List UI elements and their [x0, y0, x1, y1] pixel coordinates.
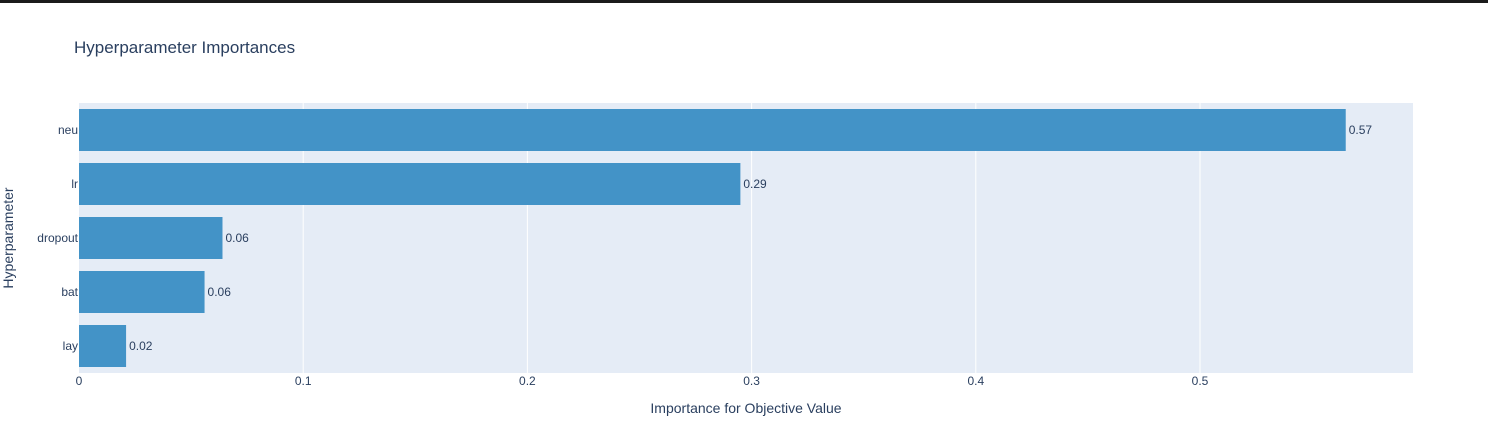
data-label: 0.29 [743, 177, 767, 191]
data-label: 0.06 [208, 285, 232, 299]
x-tick-label: 0.3 [743, 374, 760, 388]
x-tick-label: 0.5 [1192, 374, 1209, 388]
bar-dropout [79, 217, 223, 259]
data-labels: 0.57 0.29 0.06 0.06 0.02 [129, 123, 1372, 353]
data-label: 0.57 [1349, 123, 1373, 137]
y-axis-title: Hyperparameter [0, 187, 16, 288]
data-label: 0.06 [225, 231, 249, 245]
y-tick-label: lr [71, 177, 78, 191]
top-border [0, 0, 1488, 3]
bars [79, 109, 1346, 367]
x-tick-labels: 0 0.1 0.2 0.3 0.4 0.5 [76, 374, 1209, 388]
x-tick-label: 0 [76, 374, 83, 388]
x-tick-label: 0.2 [519, 374, 536, 388]
y-tick-label: neu [58, 123, 78, 137]
y-tick-label: lay [63, 339, 78, 353]
y-tick-label: dropout [37, 231, 78, 245]
y-tick-label: bat [61, 285, 78, 299]
bar-neu [79, 109, 1346, 151]
bar-lay [79, 325, 127, 367]
bar-bat [79, 271, 205, 313]
bar-lr [79, 163, 741, 205]
x-tick-label: 0.4 [967, 374, 984, 388]
x-axis-title: Importance for Objective Value [650, 400, 841, 416]
x-tick-label: 0.1 [295, 374, 312, 388]
chart-title: Hyperparameter Importances [74, 38, 295, 57]
y-tick-labels: neu lr dropout bat lay [37, 123, 78, 353]
data-label: 0.02 [129, 339, 153, 353]
